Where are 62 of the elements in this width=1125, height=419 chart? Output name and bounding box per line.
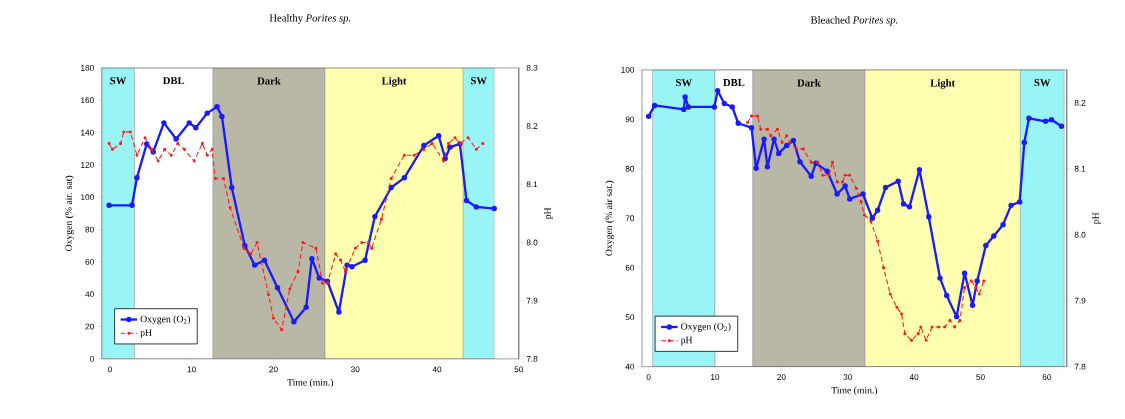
x-tick-label: 50 (976, 374, 985, 380)
y-tick-label: 100 (81, 194, 94, 201)
chart-title: Healthy Porites sp. (269, 14, 351, 24)
x-tick-label: 30 (843, 374, 852, 380)
x-tick-label: 10 (187, 366, 196, 373)
y-tick-label: 70 (625, 215, 635, 222)
legend-label: Oxygen (O$_{2}$) (140, 315, 191, 325)
band-label: SW (676, 79, 692, 87)
band-label: Light (381, 77, 407, 87)
x-tick-label: 0 (646, 374, 651, 380)
band-label: SW (110, 77, 127, 85)
y-tick-label: 80 (625, 165, 635, 172)
band-label: DBL (723, 79, 745, 87)
band-label: SW (471, 77, 487, 85)
band-label: Light (930, 79, 956, 89)
y-tick-label: 40 (85, 291, 94, 298)
x-tick-label: 30 (350, 366, 360, 373)
legend-label: Oxygen (O$_{2}$) (681, 322, 731, 332)
y2-axis-title: pH (1092, 212, 1101, 224)
y-axis-title: Oxygen (% air. sat) (65, 175, 74, 251)
legend-label: pH (680, 336, 693, 346)
y2-tick-label: 8.3 (526, 64, 538, 71)
y2-tick-label: 7.8 (526, 355, 538, 362)
x-axis-title: Time (min.) (831, 386, 878, 396)
y2-tick-label: 7.8 (1074, 363, 1086, 370)
x-tick-label: 20 (269, 366, 278, 373)
x-tick-label: 10 (711, 374, 720, 380)
y-tick-label: 0 (89, 355, 94, 362)
y2-tick-label: 8.2 (1074, 99, 1086, 106)
y-tick-label: 90 (625, 116, 635, 123)
y-tick-label: 100 (621, 66, 635, 73)
y-tick-label: 120 (81, 161, 94, 168)
band-label: Dark (797, 79, 821, 87)
x-axis-title: Time (min.) (287, 378, 334, 388)
y2-tick-label: 8.0 (526, 239, 538, 246)
legend-label: pH (140, 329, 152, 338)
band-label: Dark (257, 77, 281, 85)
y-tick-label: 180 (81, 64, 94, 71)
x-tick-label: 0 (107, 366, 112, 373)
x-tick-label: 40 (909, 374, 919, 380)
y-axis-title: Oxygen (% air sat.) (605, 180, 615, 256)
y2-tick-label: 8.1 (1074, 165, 1086, 172)
y2-tick-label: 8.1 (526, 181, 538, 188)
x-tick-label: 40 (432, 366, 442, 373)
x-tick-label: 60 (1042, 374, 1052, 380)
y-tick-label: 60 (85, 258, 94, 265)
y2-tick-label: 8.0 (1074, 231, 1086, 238)
y-tick-label: 50 (625, 314, 635, 321)
y-tick-label: 140 (81, 129, 94, 136)
y2-tick-label: 8.2 (526, 123, 538, 129)
x-tick-label: 50 (514, 366, 524, 373)
band-label: SW (1034, 79, 1051, 87)
x-tick-label: 20 (777, 374, 786, 380)
y2-tick-label: 7.9 (526, 297, 538, 304)
y-tick-label: 60 (625, 264, 635, 271)
y2-axis-title: pH (544, 207, 553, 220)
y-tick-label: 80 (85, 226, 94, 233)
y-tick-label: 160 (81, 97, 94, 104)
band-label: DBL (162, 77, 185, 85)
y2-tick-label: 7.9 (1074, 297, 1086, 304)
y-tick-label: 20 (85, 323, 94, 330)
chart-title: Bleached Porites sp. (810, 16, 898, 26)
